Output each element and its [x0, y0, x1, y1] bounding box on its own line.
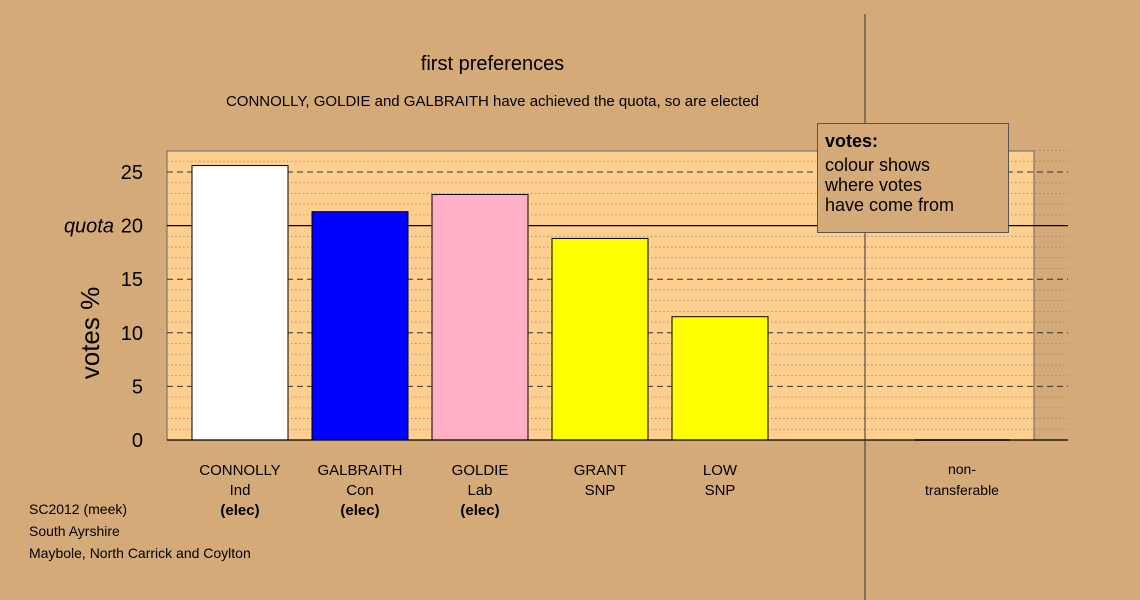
y-tick-label: 25	[121, 162, 143, 184]
bar-label-party: Lab	[467, 482, 492, 499]
bar-label-party: SNP	[585, 482, 616, 499]
y-tick-label: 15	[121, 269, 143, 291]
quota-label: quota	[64, 216, 114, 238]
bar-label-status: (elec)	[460, 502, 499, 519]
legend-box: votes: colour shows where votes have com…	[817, 123, 1009, 233]
y-axis-label: votes %	[75, 287, 105, 380]
bar-low	[671, 316, 769, 441]
bar-galbraith	[311, 211, 409, 441]
bar-grant	[551, 237, 649, 441]
y-tick-label: 20	[121, 216, 143, 238]
bar-label-party: Con	[346, 482, 374, 499]
chart-subtitle: CONNOLLY, GOLDIE and GALBRAITH have achi…	[225, 93, 760, 110]
footer-election: SC2012 (meek)	[29, 501, 128, 517]
bar-label-name: LOW	[703, 462, 738, 479]
bar-label-party: SNP	[705, 482, 736, 499]
bar-label-status: (elec)	[220, 502, 259, 519]
y-tick-label: 0	[132, 430, 143, 452]
bar-label-name: GRANT	[574, 462, 627, 479]
legend-text: colour shows where votes have come from	[825, 155, 955, 215]
nontransferable-label-2: transferable	[925, 482, 999, 498]
bar-label-name: GOLDIE	[452, 462, 509, 479]
bar-goldie	[431, 194, 529, 441]
bar-connolly	[191, 165, 289, 441]
y-tick-label: 10	[121, 323, 143, 345]
legend-title: votes:	[825, 131, 879, 151]
bar-label-name: GALBRAITH	[317, 462, 402, 479]
footer-council: South Ayrshire	[29, 523, 120, 539]
bar-label-party: Ind	[230, 482, 251, 499]
bar-label-name: CONNOLLY	[199, 462, 280, 479]
chart-title: first preferences	[420, 53, 565, 75]
nontransferable-label-1: non-	[948, 461, 976, 477]
bar-label-status: (elec)	[340, 502, 379, 519]
y-tick-label: 5	[132, 376, 143, 398]
footer-ward: Maybole, North Carrick and Coylton	[29, 545, 251, 561]
